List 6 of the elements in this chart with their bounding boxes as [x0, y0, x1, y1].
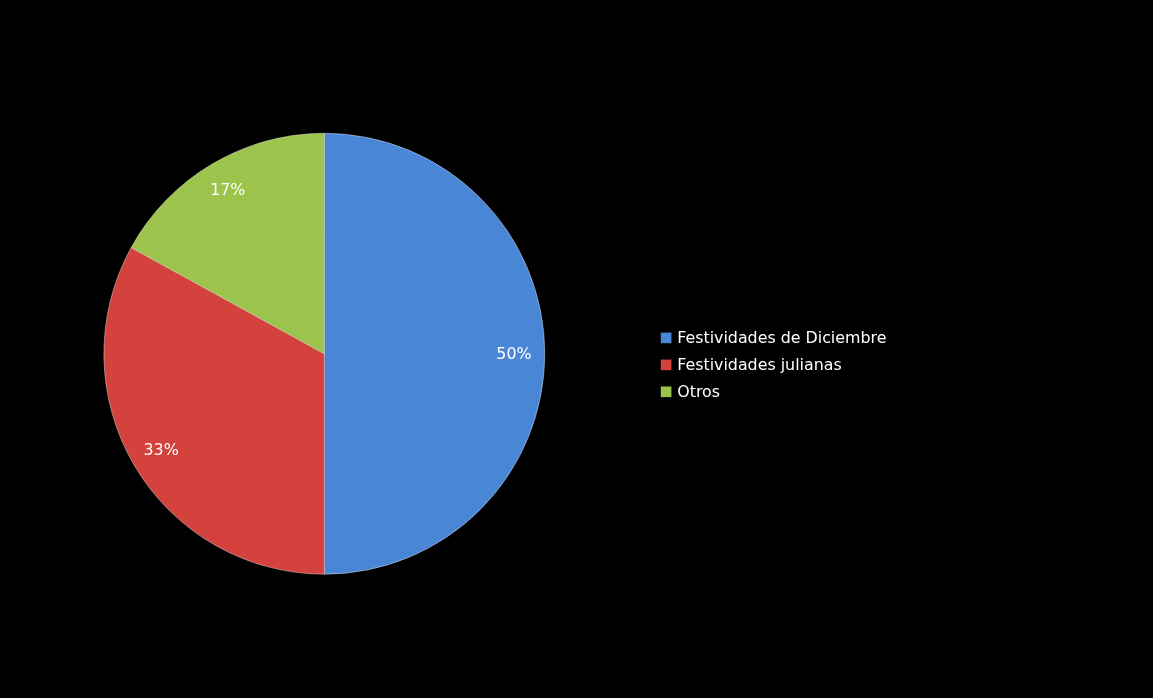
data-label: 33% [143, 440, 179, 460]
data-label: 50% [496, 343, 532, 363]
legend-label: Festividades julianas [677, 354, 842, 374]
legend-label: Festividades de Diciembre [677, 327, 887, 347]
data-label: 17% [210, 180, 246, 200]
legend-label: Otros [677, 381, 721, 401]
